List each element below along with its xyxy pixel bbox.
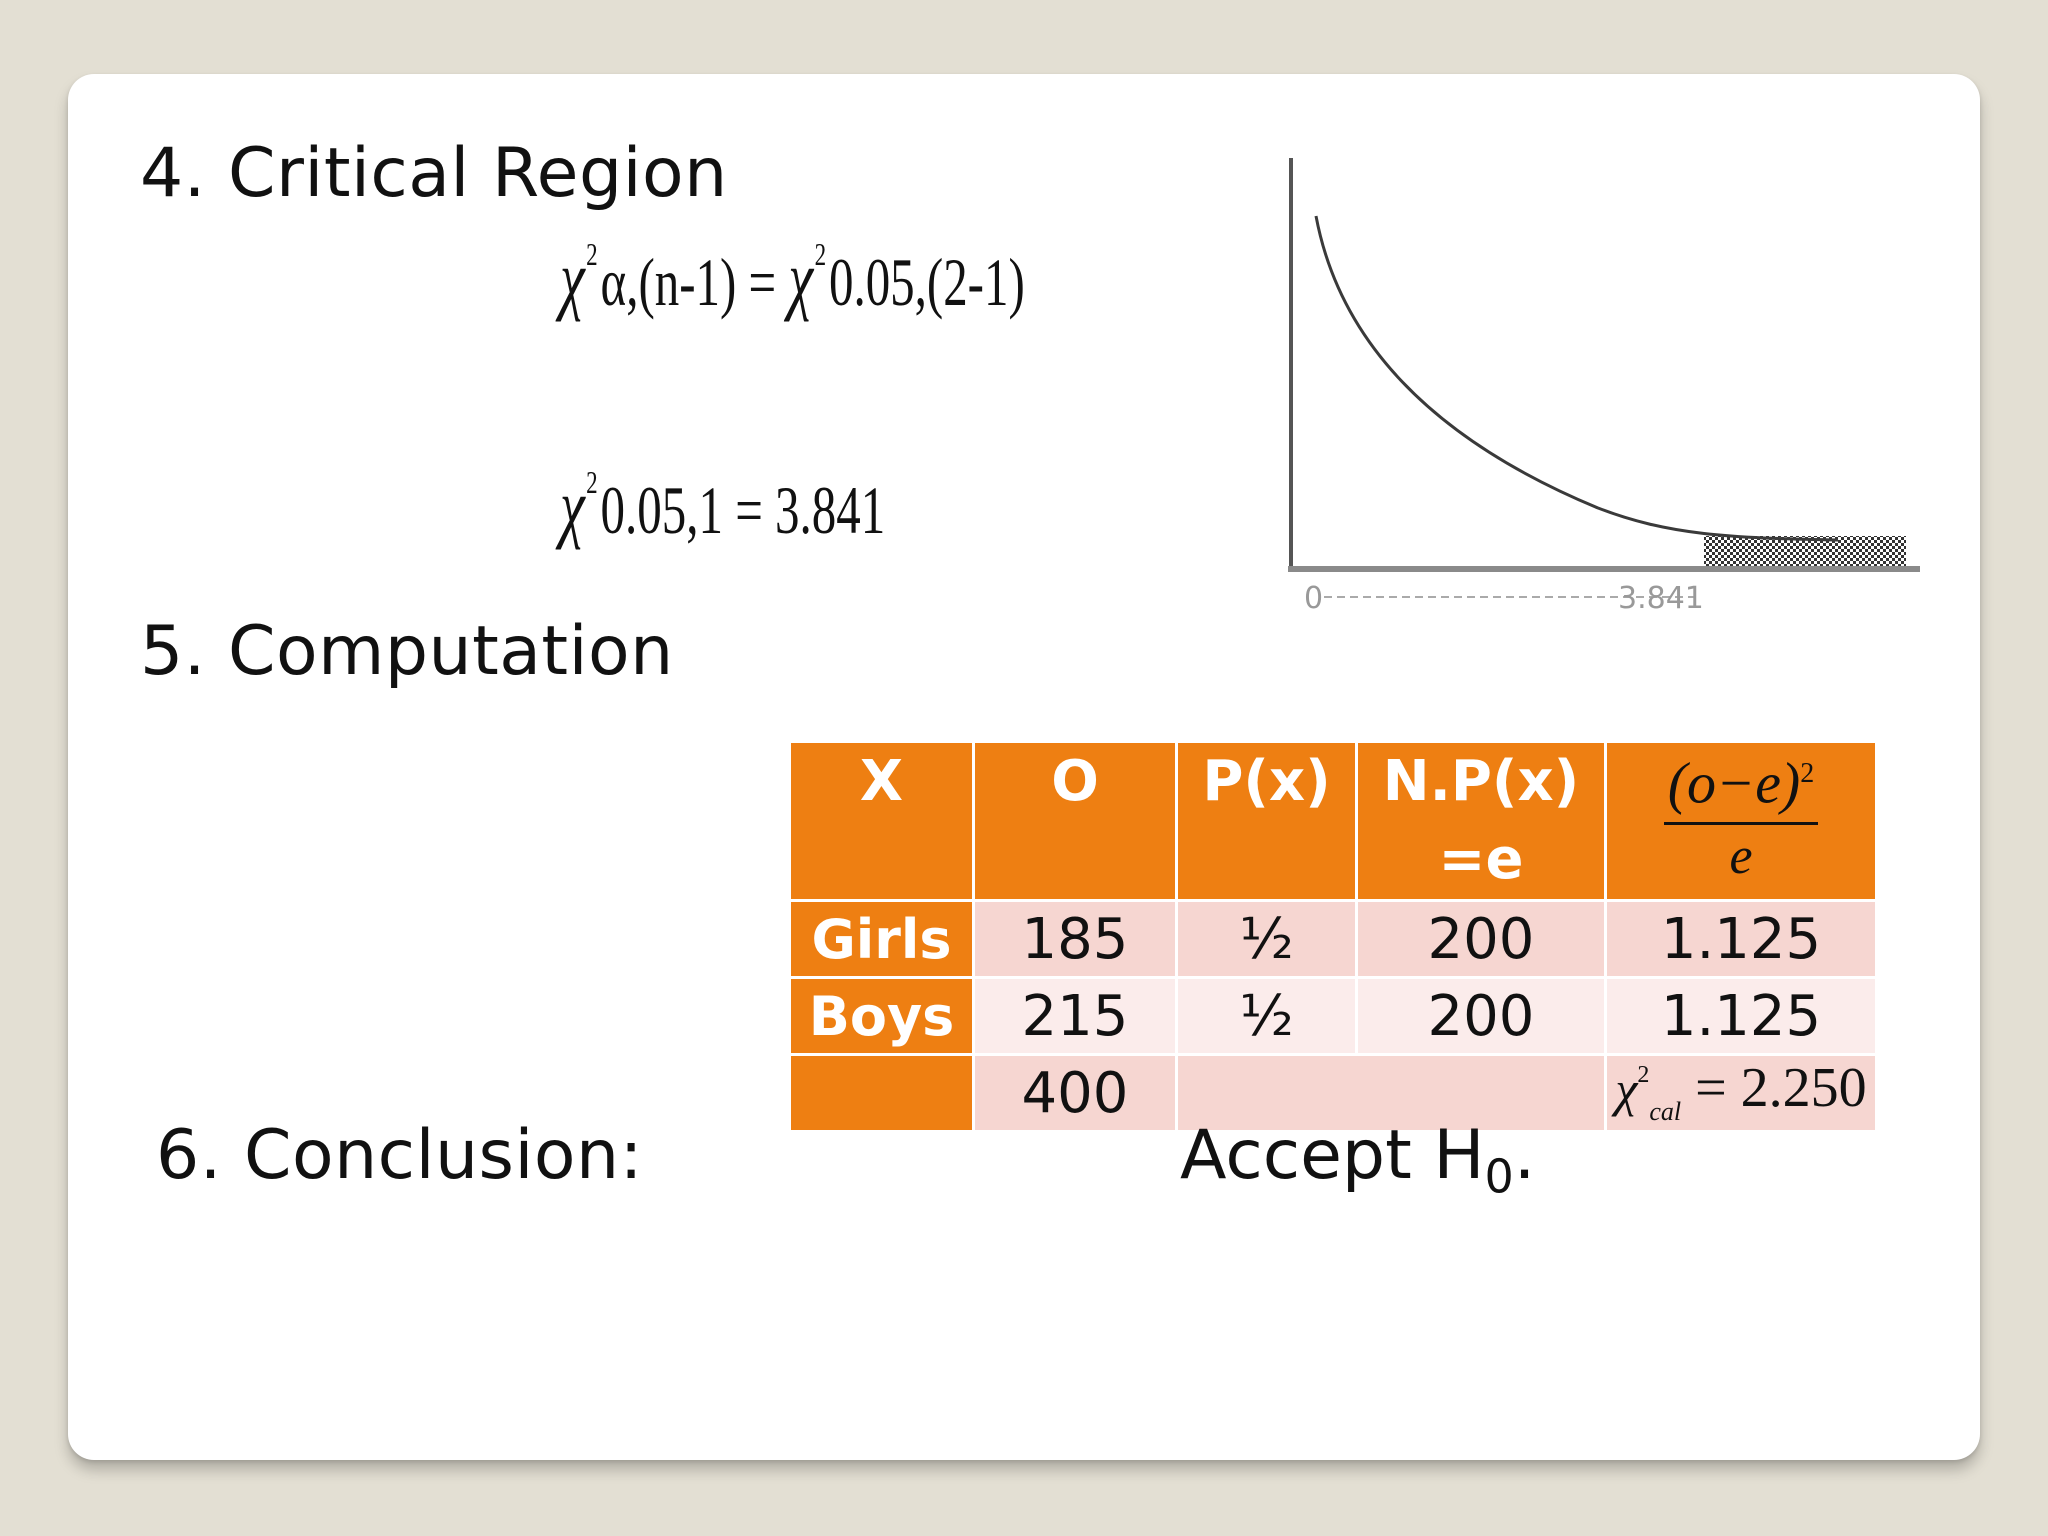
cell-probability: ½ (1175, 976, 1358, 1056)
header-x: X (788, 740, 975, 902)
fraction-exponent: 2 (1800, 758, 1815, 789)
fraction-numerator: (o−e) (1667, 750, 1801, 816)
conclusion-text: Accept H (1180, 1116, 1485, 1195)
formula-tail: 0.05,(2-1) (828, 244, 1025, 320)
formula-mid: α,(n-1) = (600, 244, 789, 320)
cell-empty (1175, 1053, 1607, 1133)
conclusion-subscript: 0 (1484, 1149, 1514, 1204)
conclusion-period: . (1513, 1116, 1536, 1195)
header-npx-line2: =e (1438, 827, 1524, 892)
critical-value-result: χ20.05,1 = 3.841 (560, 462, 885, 552)
row-label-total (788, 1053, 975, 1133)
superscript: 2 (586, 236, 598, 272)
header-px: P(x) (1175, 740, 1358, 902)
cell-expected: 200 (1355, 976, 1607, 1056)
table-total-row: 400 χ2 cal = 2.250 (788, 1053, 1878, 1133)
superscript: 2 (814, 236, 827, 272)
row-label-boys: Boys (788, 976, 975, 1056)
cell-probability: ½ (1175, 899, 1358, 979)
chi-calculated-value: = 2.250 (1695, 1057, 1867, 1119)
cell-chi-component: 1.125 (1604, 899, 1878, 979)
cell-total-observed: 400 (972, 1053, 1178, 1133)
section-title-computation: 5. Computation (140, 612, 674, 691)
header-npx: N.P(x) =e (1355, 740, 1607, 902)
cell-expected: 200 (1355, 899, 1607, 979)
conclusion-value: Accept H0. (1180, 1116, 1535, 1204)
distribution-curve (1314, 215, 1839, 542)
cell-chi-component: 1.125 (1604, 976, 1878, 1056)
slide: 4. Critical Region χ2α,(n-1) = χ20.05,(2… (68, 74, 1980, 1460)
chi-square-chart: 0 3.841 (1288, 158, 1920, 616)
chi-symbol: χ (1615, 1061, 1638, 1117)
critical-value-formula: χ2α,(n-1) = χ20.05,(2-1) (560, 234, 1025, 324)
chi-symbol: χ (560, 235, 585, 322)
table-row: Girls 185 ½ 200 1.125 (788, 899, 1878, 979)
cell-observed: 215 (972, 976, 1178, 1056)
header-o: O (972, 740, 1178, 902)
header-formula: (o−e)2 e (1604, 740, 1878, 902)
tick-label-zero: 0 (1304, 581, 1323, 616)
fraction-denominator: e (1729, 828, 1753, 886)
tick-label-critical: 3.841 (1618, 581, 1704, 616)
cell-chi-calculated: χ2 cal = 2.250 (1604, 1053, 1878, 1133)
row-label-girls: Girls (788, 899, 975, 979)
section-title-conclusion: 6. Conclusion: (156, 1116, 643, 1195)
chi-superscript: 2 (1637, 1062, 1650, 1088)
header-npx-line1: N.P(x) (1382, 749, 1580, 814)
critical-region-shading (1704, 536, 1906, 566)
computation-table: X O P(x) N.P(x) =e (o−e)2 e Girls 185 ½ 2… (788, 740, 1878, 1133)
chi-fraction: (o−e)2 e (1663, 743, 1819, 889)
table-header-row: X O P(x) N.P(x) =e (o−e)2 e (788, 740, 1878, 902)
table-row: Boys 215 ½ 200 1.125 (788, 976, 1878, 1056)
superscript: 2 (586, 464, 598, 500)
cell-observed: 185 (972, 899, 1178, 979)
section-title-critical-region: 4. Critical Region (140, 134, 728, 213)
chi-symbol: χ (788, 235, 814, 322)
chi-subscript: cal (1649, 1097, 1682, 1126)
formula-result: 0.05,1 = 3.841 (600, 472, 886, 548)
chi-symbol: χ (560, 463, 585, 550)
